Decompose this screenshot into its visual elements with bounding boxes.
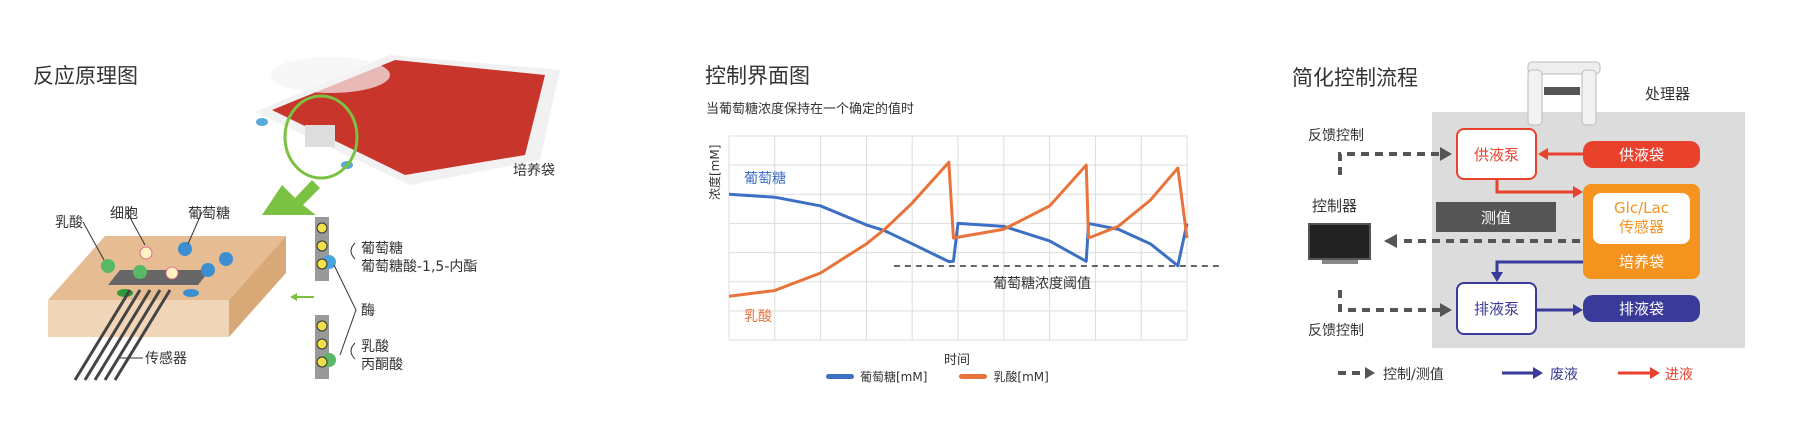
feedback-top-label: 反馈控制 <box>1308 128 1364 144</box>
feedback-bottom-label: 反馈控制 <box>1308 323 1364 339</box>
sensor-label: 传感器 <box>145 351 187 367</box>
legend-waste: 废液 <box>1550 367 1578 383</box>
green-down-arrow <box>262 180 320 215</box>
legend-swatch-lactate <box>959 374 988 379</box>
lactate-reaction-in: 乳酸 <box>361 339 389 355</box>
reaction-illustration <box>48 55 560 381</box>
culture-bag-block[interactable]: Glc/Lac 传感器 培养袋 <box>1583 184 1700 279</box>
glucose-reaction-out: 葡萄糖酸-1,5-内酯 <box>361 259 478 275</box>
glucose-line <box>728 192 1189 268</box>
chart-subtitle: 当葡萄糖浓度保持在一个确定的值时 <box>706 102 915 117</box>
sensor-line2: 传感器 <box>1618 218 1664 236</box>
processor-label: 处理器 <box>1645 85 1691 103</box>
culture-bag-label: 培养袋 <box>513 163 555 179</box>
chart-title: 控制界面图 <box>705 64 810 88</box>
glucose-reaction-in: 葡萄糖 <box>361 241 403 257</box>
glucose-series-label: 葡萄糖 <box>744 171 786 187</box>
threshold-label: 葡萄糖浓度阈值 <box>993 276 1091 292</box>
glc-lac-sensor: Glc/Lac 传感器 <box>1593 193 1690 244</box>
x-axis-label: 时间 <box>944 353 971 368</box>
sensor-pad <box>48 211 286 381</box>
drain-bag-button[interactable]: 排液袋 <box>1583 295 1700 322</box>
culture-bag-text: 培养袋 <box>1618 253 1664 271</box>
concentration-chart <box>728 135 1219 341</box>
reaction-title: 反应原理图 <box>33 64 138 88</box>
lactic-acid-label: 乳酸 <box>55 215 83 231</box>
lactate-reaction-out: 丙酮酸 <box>361 357 403 373</box>
cell-label: 细胞 <box>110 206 138 222</box>
controller-label: 控制器 <box>1312 197 1358 215</box>
electrode-strips <box>315 217 357 379</box>
monitor-stand <box>1322 260 1358 264</box>
legend-control: 控制/测值 <box>1383 367 1444 383</box>
lactate-series-label: 乳酸 <box>744 309 772 325</box>
legend-swatch-glucose <box>826 374 854 379</box>
supply-bag-button[interactable]: 供液袋 <box>1583 141 1700 168</box>
flow-title: 简化控制流程 <box>1292 66 1418 90</box>
monitor-icon <box>1308 223 1371 260</box>
chart-legend: 葡萄糖[mM] 乳酸[mM] <box>826 368 1049 385</box>
enzyme-label: 酶 <box>361 303 375 319</box>
drain-pump-button[interactable]: 排液泵 <box>1456 282 1537 335</box>
measured-value-label: 测值 <box>1436 202 1556 232</box>
legend-lactate: 乳酸[mM] <box>993 370 1049 384</box>
sensor-line1: Glc/Lac <box>1614 199 1669 217</box>
glucose-label: 葡萄糖 <box>188 206 230 222</box>
lactate-line <box>728 160 1189 298</box>
processor-device-image <box>1527 61 1601 126</box>
legend-glucose: 葡萄糖[mM] <box>860 370 928 384</box>
legend-feed: 进液 <box>1665 367 1693 383</box>
supply-pump-button[interactable]: 供液泵 <box>1456 128 1537 180</box>
culture-bag-image <box>255 55 560 185</box>
